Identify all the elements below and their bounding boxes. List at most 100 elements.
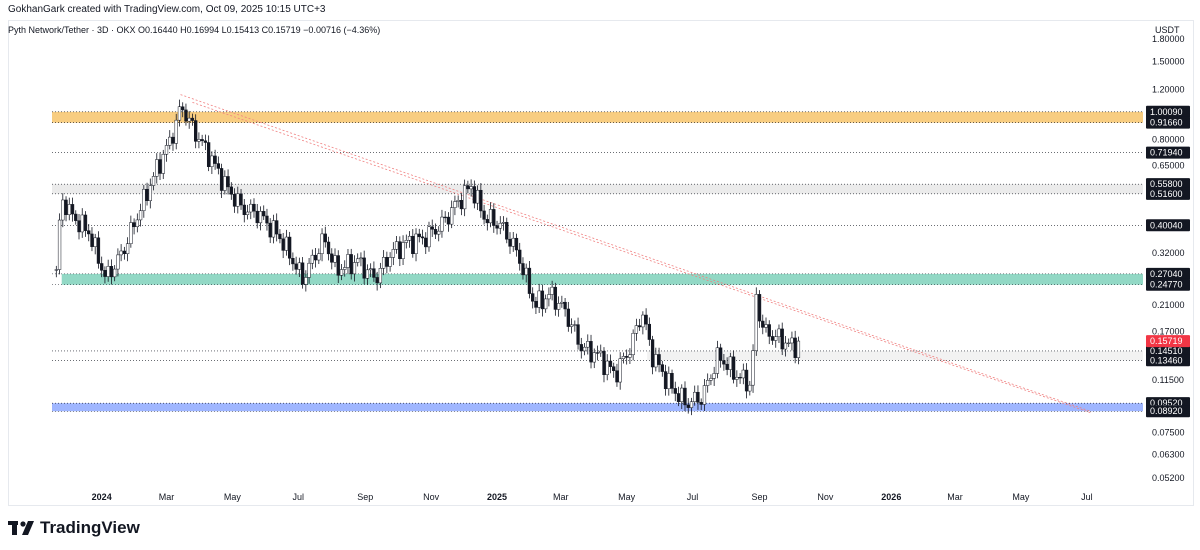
x-tick-label: May bbox=[1012, 492, 1030, 502]
zone-teal bbox=[61, 273, 1143, 285]
candle-body bbox=[181, 106, 185, 111]
candle-body bbox=[508, 238, 512, 247]
candle-body bbox=[398, 241, 402, 259]
candle-body bbox=[116, 254, 120, 270]
candle-body bbox=[281, 238, 285, 251]
candle-body bbox=[540, 290, 545, 310]
candle-body bbox=[362, 257, 366, 279]
candle-body bbox=[271, 220, 276, 238]
candle-body bbox=[356, 258, 360, 263]
candle-body bbox=[236, 193, 240, 207]
candle-body bbox=[375, 277, 379, 284]
candle-body bbox=[90, 233, 94, 247]
candle-body bbox=[187, 117, 191, 122]
zone-gray-low bbox=[647, 350, 1143, 361]
candle-body bbox=[527, 267, 532, 294]
x-tick-label: Jul bbox=[1081, 492, 1093, 502]
trendline bbox=[180, 94, 1092, 412]
candle-body bbox=[518, 249, 522, 264]
level-price-label: 0.27040 bbox=[1150, 269, 1183, 279]
candle-body bbox=[313, 254, 318, 261]
x-tick-label: May bbox=[618, 492, 636, 502]
y-tick-label: 1.50000 bbox=[1152, 57, 1185, 67]
candle-body bbox=[229, 186, 233, 195]
candle-body bbox=[151, 176, 156, 186]
candle-body bbox=[54, 269, 58, 271]
candle-body bbox=[265, 215, 269, 224]
zone-orange bbox=[52, 111, 1143, 123]
candle-body bbox=[433, 229, 438, 235]
candle-body bbox=[563, 301, 567, 310]
candle-body bbox=[333, 255, 337, 263]
chart-frame bbox=[8, 20, 1194, 506]
candle-body bbox=[148, 185, 152, 201]
candle-body bbox=[706, 380, 710, 386]
level-price-label: 1.00090 bbox=[1150, 107, 1183, 117]
x-tick-label: Jul bbox=[293, 492, 305, 502]
candle-body bbox=[443, 216, 447, 219]
candle-body bbox=[602, 350, 606, 375]
candle-body bbox=[722, 360, 726, 365]
x-tick-label: 2026 bbox=[881, 492, 901, 502]
last-price-label: 0.15719 bbox=[1150, 336, 1183, 346]
candle-body bbox=[680, 387, 684, 402]
candle-body bbox=[365, 269, 370, 279]
candle-body bbox=[262, 211, 266, 217]
y-tick-label: 0.17000 bbox=[1152, 326, 1185, 336]
candle-body bbox=[388, 257, 392, 267]
level-price-label: 0.51600 bbox=[1150, 189, 1183, 199]
candle-body bbox=[138, 210, 143, 221]
candle-body bbox=[346, 254, 350, 268]
candle-body bbox=[164, 145, 169, 155]
tradingview-brand[interactable]: TradingView bbox=[8, 518, 140, 538]
candle-body bbox=[764, 324, 768, 328]
candle-body bbox=[158, 159, 162, 174]
candle-body bbox=[284, 236, 289, 251]
level-price-tag bbox=[1146, 219, 1190, 232]
candle-body bbox=[64, 199, 68, 215]
candle-body bbox=[560, 301, 564, 304]
candle-body bbox=[650, 339, 655, 368]
candle-body bbox=[466, 185, 470, 190]
level-price-label: 0.40040 bbox=[1150, 220, 1183, 230]
level-price-label: 0.08920 bbox=[1150, 406, 1183, 416]
candle-body bbox=[608, 360, 613, 367]
level-price-tag bbox=[1146, 405, 1190, 418]
candle-body bbox=[774, 336, 778, 341]
candle-body bbox=[488, 209, 493, 224]
candle-body bbox=[359, 257, 363, 260]
level-price-tag bbox=[1146, 278, 1190, 291]
candle-body bbox=[213, 155, 217, 164]
candle-body bbox=[223, 176, 227, 191]
candle-body bbox=[385, 257, 389, 267]
candle-body bbox=[125, 243, 130, 254]
candle-body bbox=[625, 356, 629, 358]
candle-body bbox=[343, 267, 347, 270]
candle-body bbox=[275, 220, 279, 235]
candle-body bbox=[268, 222, 272, 238]
candle-body bbox=[203, 140, 208, 143]
y-tick-label: 0.32000 bbox=[1152, 248, 1185, 258]
level-price-label: 0.91660 bbox=[1150, 118, 1183, 128]
candle-body bbox=[718, 347, 723, 361]
candle-body bbox=[582, 346, 587, 352]
candle-body bbox=[401, 242, 405, 259]
candle-body bbox=[190, 117, 195, 121]
candle-body bbox=[339, 269, 344, 276]
candle-body bbox=[738, 376, 742, 379]
candle-body bbox=[93, 237, 97, 247]
candle-body bbox=[155, 159, 159, 177]
candle-body bbox=[618, 358, 622, 383]
candle-body bbox=[414, 233, 418, 254]
candle-body bbox=[129, 222, 133, 244]
candle-body bbox=[501, 222, 506, 224]
candle-body bbox=[210, 155, 214, 167]
candle-body bbox=[168, 136, 172, 146]
candle-body bbox=[728, 356, 733, 370]
candle-body bbox=[469, 186, 473, 190]
candle-body bbox=[135, 219, 139, 228]
x-tick-label: Nov bbox=[423, 492, 440, 502]
candle-body bbox=[566, 308, 570, 327]
candle-body bbox=[654, 354, 658, 368]
